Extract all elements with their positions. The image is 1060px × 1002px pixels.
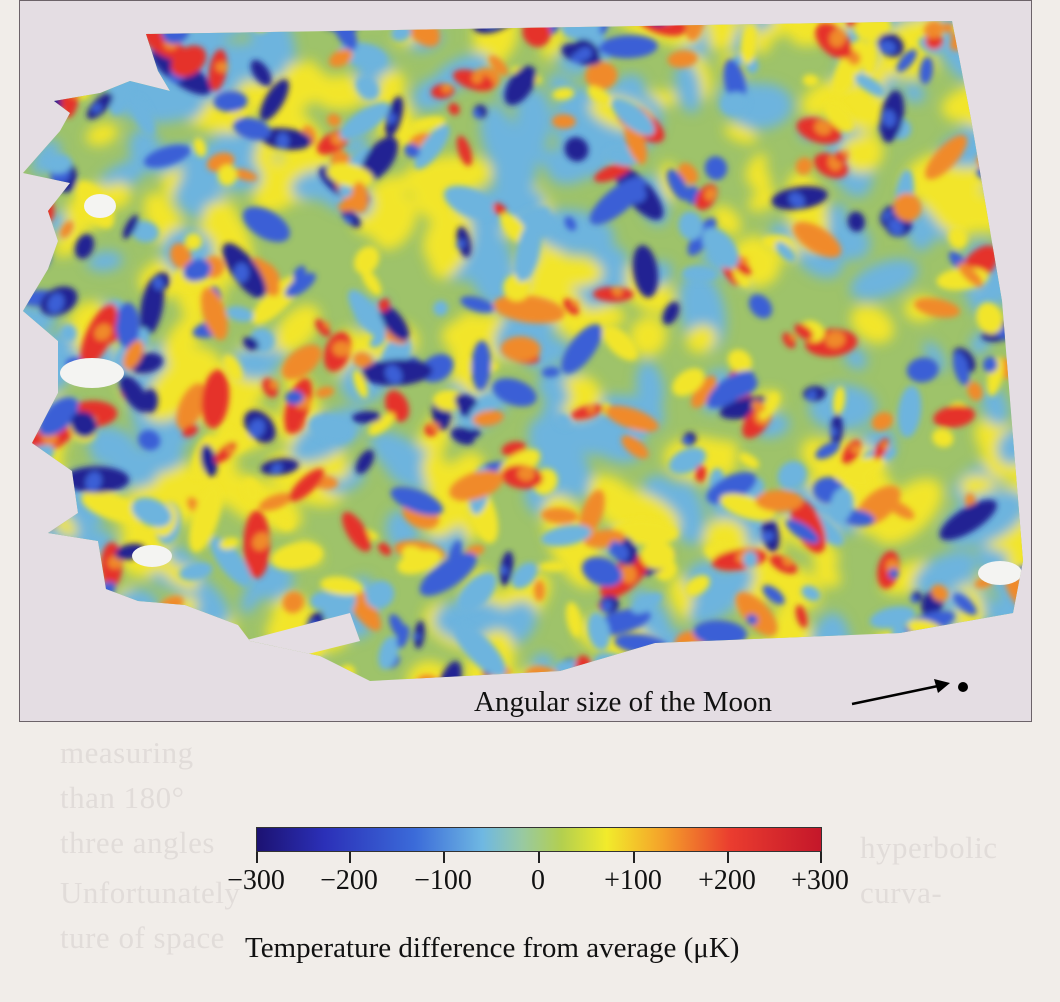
moon-size-marker [958, 682, 968, 692]
colorbar-tick [538, 852, 540, 863]
bleed-through-text: curva- [860, 875, 943, 910]
bleed-through-text: measuring [60, 735, 194, 770]
colorbar-tick [349, 852, 351, 863]
bleed-through-text: three angles [60, 825, 215, 860]
colorbar-tick [633, 852, 635, 863]
moon-pointer-arrow [851, 679, 950, 706]
bleed-through-text: than 180° [60, 780, 185, 815]
figure-frame [19, 0, 1032, 722]
colorbar-tick-label: +100 [604, 865, 662, 896]
bleed-through-text: ture of space [60, 920, 225, 955]
colorbar-tick [820, 852, 822, 863]
colorbar-tick-label: +200 [698, 865, 756, 896]
colorbar-tick-label: 0 [531, 865, 545, 896]
colorbar-tick-label: −100 [414, 865, 472, 896]
temperature-map [23, 21, 1023, 681]
colorbar-tick-label: +300 [791, 865, 849, 896]
bleed-through-text: Unfortunately [60, 875, 241, 910]
moon-size-label: Angular size of the Moon [474, 686, 772, 718]
colorbar-tick-label: −200 [320, 865, 378, 896]
temperature-colorbar [256, 827, 822, 852]
colorbar-title: Temperature difference from average (μK) [245, 932, 740, 964]
colorbar-tick [727, 852, 729, 863]
bleed-through-text: hyperbolic [860, 830, 998, 865]
colorbar-tick [443, 852, 445, 863]
colorbar-tick-label: −300 [227, 865, 285, 896]
colorbar-tick [256, 852, 258, 863]
